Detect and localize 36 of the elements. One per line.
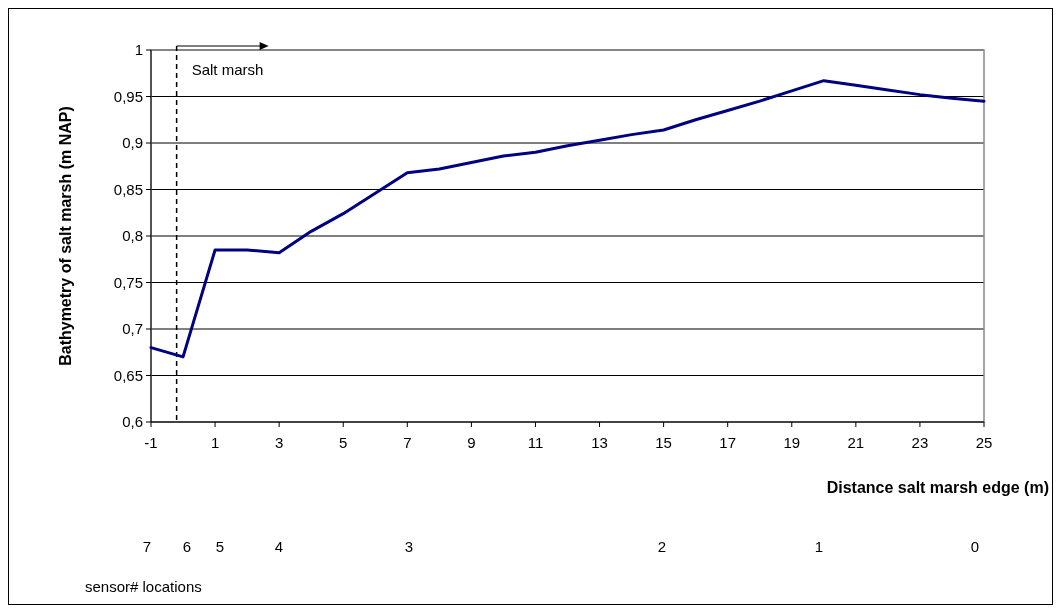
y-tick-label: 0,75 bbox=[113, 273, 143, 291]
x-tick-label: 21 bbox=[847, 434, 865, 451]
x-tick-label: 3 bbox=[274, 434, 284, 451]
text: 0 bbox=[970, 538, 980, 555]
text: 4 bbox=[274, 538, 284, 555]
x-tick-label: 25 bbox=[975, 434, 993, 451]
y-tick-label: 0,95 bbox=[113, 87, 143, 105]
text: 2 bbox=[657, 538, 667, 555]
y-tick-label: 0,65 bbox=[113, 366, 143, 384]
y-tick-label: 0,8 bbox=[122, 227, 143, 245]
y-tick-label: 0,6 bbox=[122, 413, 143, 431]
x-tick-label: 23 bbox=[911, 434, 929, 451]
x-tick-label: 5 bbox=[339, 434, 348, 451]
y-axis-title: Bathymetry of salt marsh (m NAP) bbox=[57, 106, 74, 366]
line-series bbox=[149, 79, 986, 359]
x-tick-label: 7 bbox=[403, 434, 412, 451]
x-tick-label: 17 bbox=[719, 434, 737, 451]
x-tick-label: 13 bbox=[591, 434, 608, 451]
text: 6 bbox=[182, 538, 192, 555]
y-tick-label: 0,85 bbox=[113, 180, 143, 198]
text: 5 bbox=[215, 538, 225, 555]
text: sensor# locations bbox=[85, 578, 202, 595]
x-tick-label: 15 bbox=[655, 434, 672, 451]
x-tick-label: 19 bbox=[783, 434, 801, 451]
text: 1 bbox=[814, 538, 824, 555]
x-tick-label: 9 bbox=[467, 434, 476, 451]
ref-line-label: Salt marsh bbox=[191, 61, 264, 78]
y-tick-label: 1 bbox=[134, 41, 143, 59]
y-tick-label: 0,7 bbox=[122, 320, 143, 338]
text: 7 bbox=[142, 538, 152, 555]
x-tick-label: -1 bbox=[144, 434, 158, 451]
x-axis-title: Distance salt marsh edge (m) bbox=[826, 479, 1049, 496]
x-tick-label: 1 bbox=[210, 434, 220, 451]
text: 3 bbox=[404, 538, 414, 555]
y-tick-label: 0,9 bbox=[122, 134, 143, 152]
x-tick-label: 11 bbox=[527, 434, 544, 451]
